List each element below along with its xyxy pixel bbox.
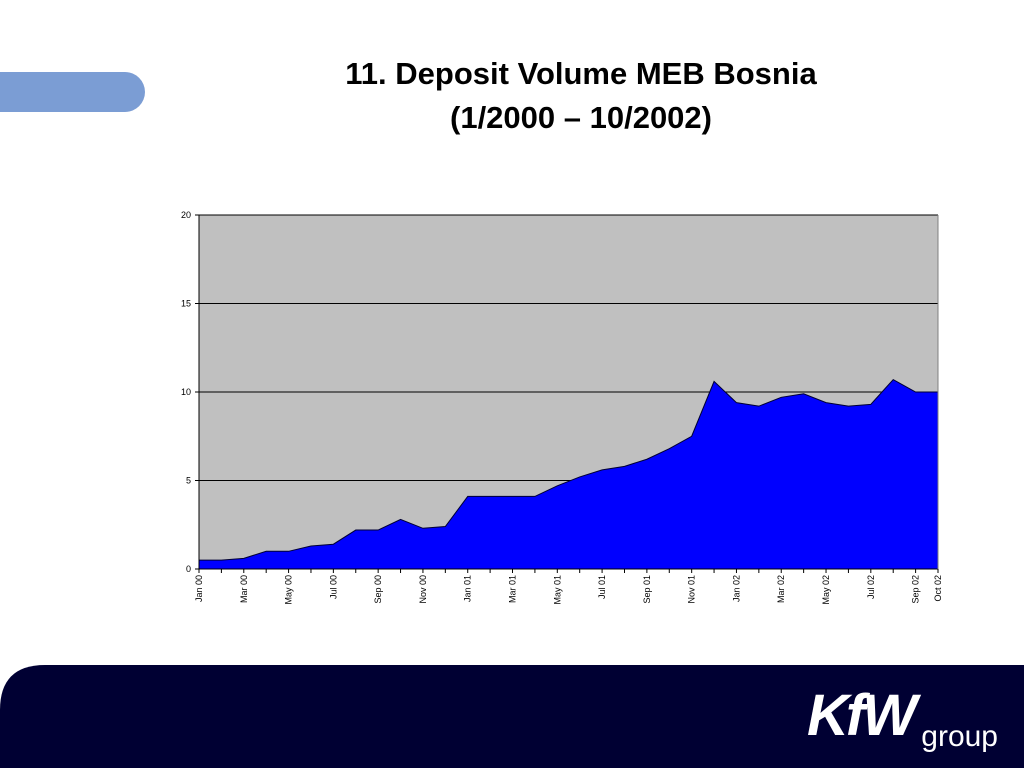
x-tick-label: Oct 02 [933,575,943,602]
x-tick-label: May 00 [284,575,294,605]
x-tick-label: Sep 02 [911,575,921,604]
footer-band [0,665,1024,768]
x-tick-label: Mar 01 [508,575,518,603]
x-tick-label: Mar 00 [239,575,249,603]
area [198,378,939,570]
x-tick-label: Sep 00 [373,575,383,604]
x-tick-label: Jul 01 [597,575,607,599]
x-tick-label: May 01 [552,575,562,605]
y-tick-label: 10 [181,387,191,397]
x-tick-label: Jul 02 [866,575,876,599]
x-tick-label: Nov 00 [418,575,428,604]
x-tick-label: May 02 [821,575,831,605]
x-tick-label: Jan 00 [194,575,204,602]
x-tick-label: Jul 00 [328,575,338,599]
plot: 0 5 10 15 20 Jan 00 Mar 00 May 00 Jul 00 Sep 00 No… [181,210,943,605]
x-tick-label: Sep 01 [642,575,652,604]
y-tick-label: 0 [186,564,191,574]
y-tick-label: 15 [181,299,191,309]
chart-subtitle: (1/2000 – 10/2002) [450,100,712,135]
decor-bar [0,72,145,112]
logo: KfW [807,683,921,748]
logo-suffix: group [921,720,998,753]
x-tick-label: Jan 02 [731,575,741,602]
y-tick-label: 5 [186,476,191,486]
chart-title: 11. Deposit Volume MEB Bosnia [345,56,817,91]
x-tick-label: Jan 01 [463,575,473,602]
x-tick-label: Mar 02 [776,575,786,603]
x-tick-label: Nov 01 [687,575,697,604]
y-tick-label: 20 [181,210,191,220]
